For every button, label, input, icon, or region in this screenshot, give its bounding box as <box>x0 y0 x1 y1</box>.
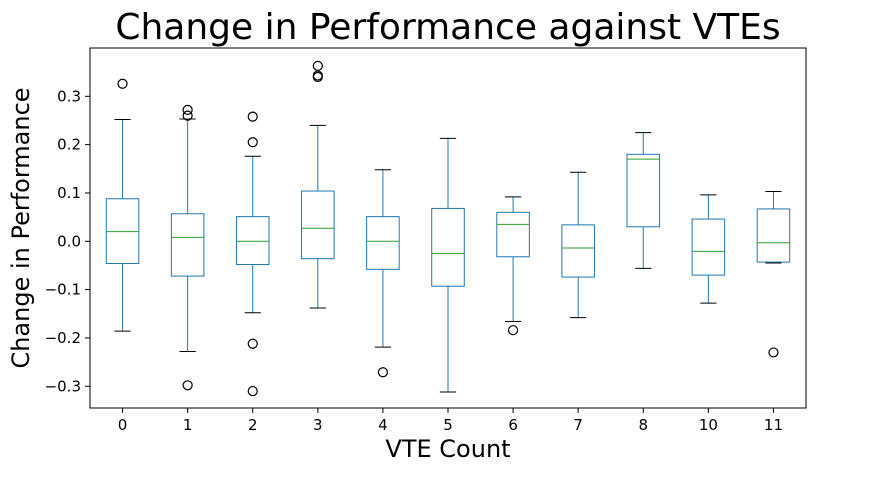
box-iqr <box>366 216 400 270</box>
box-iqr <box>496 211 530 258</box>
x-tick-label: 5 <box>443 416 453 434</box>
box-2 <box>235 111 270 397</box>
x-tick-label: 11 <box>764 416 783 434</box>
box-7 <box>561 171 595 319</box>
outlier-point <box>247 111 258 122</box>
box-3 <box>301 60 335 309</box>
x-axis-ticks: 0 1 2 3 4 5 6 7 8 10 11 <box>118 408 783 434</box>
box-iqr <box>431 207 465 287</box>
x-tick-label: 0 <box>118 416 128 434</box>
box-iqr <box>235 216 270 265</box>
outlier-point <box>247 137 258 148</box>
x-tick-label: 3 <box>313 416 323 434</box>
y-tick-label: 0.0 <box>57 232 81 250</box>
x-tick-label: 4 <box>378 416 388 434</box>
y-tick-label: 0.2 <box>57 136 81 154</box>
outlier-point <box>312 60 323 71</box>
box-1 <box>170 104 205 391</box>
box-6 <box>496 196 530 336</box>
y-tick-label: 0.3 <box>57 87 81 105</box>
box-4 <box>366 169 400 378</box>
box-8 <box>626 132 661 269</box>
outlier-point <box>182 380 193 391</box>
box-iqr <box>561 224 595 278</box>
outlier-point <box>312 71 323 83</box>
outlier-point <box>247 338 258 349</box>
y-tick-label: −0.3 <box>45 377 81 395</box>
box-iqr <box>691 218 726 276</box>
x-tick-label: 10 <box>699 416 718 434</box>
box-10 <box>691 194 726 304</box>
outlier-point <box>117 78 128 89</box>
box-11 <box>756 191 791 358</box>
box-5 <box>431 137 465 393</box>
plot-area <box>105 60 791 397</box>
chart-title: Change in Performance against VTEs <box>115 7 781 48</box>
y-axis-label: Change in Performance <box>7 87 35 368</box>
outlier-point <box>377 367 389 378</box>
x-tick-label: 8 <box>638 416 648 434</box>
y-tick-label: 0.1 <box>57 184 81 202</box>
box-0 <box>105 78 140 332</box>
x-tick-label: 1 <box>183 416 193 434</box>
box-iqr <box>626 153 661 228</box>
x-tick-label: 7 <box>573 416 583 434</box>
x-tick-label: 6 <box>508 416 518 434</box>
plot-frame <box>89 47 807 409</box>
y-tick-label: −0.2 <box>45 329 81 347</box>
y-tick-label: −0.1 <box>45 281 81 299</box>
outlier-point <box>182 104 193 115</box>
outlier-point <box>182 110 193 121</box>
x-tick-label: 2 <box>248 416 258 434</box>
box-iqr <box>756 208 791 263</box>
box-iqr <box>170 213 205 277</box>
y-axis-ticks: −0.3 −0.2 −0.1 0.0 0.1 0.2 0.3 <box>45 87 90 395</box>
outlier-point <box>247 385 258 397</box>
outlier-point <box>768 347 779 358</box>
outlier-point <box>507 325 519 336</box>
x-axis-label: VTE Count <box>385 435 510 463</box>
box-iqr <box>301 190 335 260</box>
